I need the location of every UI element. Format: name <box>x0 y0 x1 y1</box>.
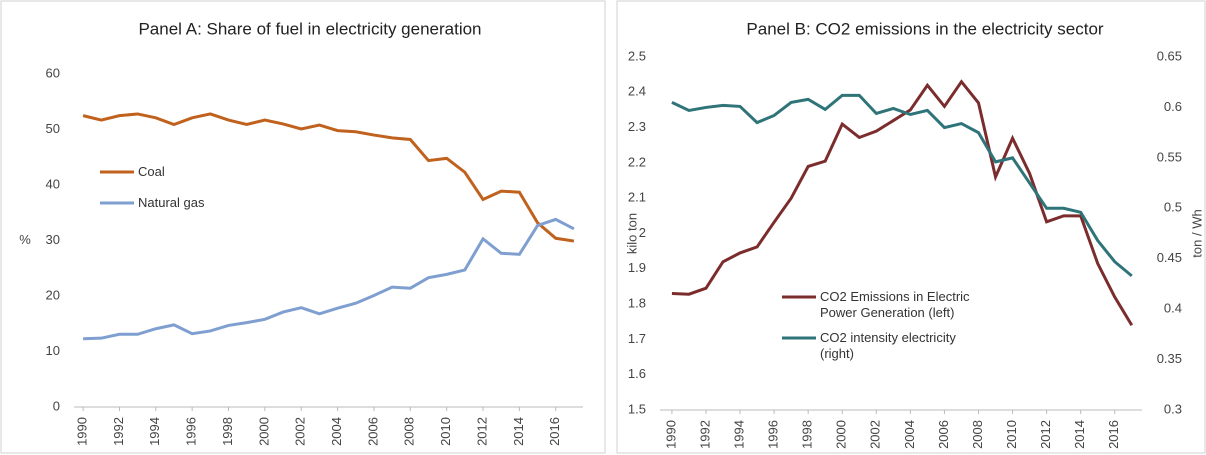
x-tick-label: 2010 <box>438 417 453 446</box>
y2-axis-label: ton / Wh <box>1189 209 1204 257</box>
y-tick-label: 10 <box>46 343 60 358</box>
x-tick-label: 2002 <box>868 420 883 449</box>
y-tick-label: 30 <box>46 232 60 247</box>
y-tick-label: 1.5 <box>628 401 646 416</box>
x-tick-label: 2014 <box>1072 420 1087 449</box>
series-line <box>671 79 1134 327</box>
x-tick-label: 2006 <box>936 420 951 449</box>
x-tick-label: 1992 <box>111 417 126 446</box>
y2-tick-label: 0.35 <box>1157 351 1182 366</box>
y-tick-label: 2.5 <box>628 48 646 63</box>
legend-label: Natural gas <box>138 195 205 210</box>
y2-tick-label: 0.4 <box>1164 301 1182 316</box>
y2-tick-label: 0.45 <box>1157 250 1182 265</box>
y-tick-label: 2.4 <box>628 84 646 99</box>
y-axis-label: kilo ton <box>624 213 639 254</box>
y-tick-label: 0 <box>53 398 60 413</box>
panel-border <box>0 0 606 454</box>
y-tick-label: 1.6 <box>628 366 646 381</box>
x-tick-label: 1992 <box>697 420 712 449</box>
y-tick-label: 2.1 <box>628 190 646 205</box>
x-tick-label: 1994 <box>731 420 746 449</box>
y2-tick-label: 0.6 <box>1164 99 1182 114</box>
x-tick-label: 1996 <box>766 420 781 449</box>
y-tick-label: 1.7 <box>628 331 646 346</box>
x-tick-label: 2012 <box>474 417 489 446</box>
x-tick-label: 2000 <box>834 420 849 449</box>
y-tick-label: 60 <box>46 65 60 80</box>
x-tick-label: 2004 <box>902 420 917 449</box>
y-tick-label: 50 <box>46 121 60 136</box>
x-tick-label: 2008 <box>402 417 417 446</box>
y-tick-label: 2 <box>639 225 646 240</box>
x-tick-label: 2016 <box>1106 420 1121 449</box>
legend-label: CO2 Emissions in Electric Power Generati… <box>820 289 970 320</box>
y-tick-label: 40 <box>46 176 60 191</box>
panel-border <box>616 0 1206 454</box>
y-tick-label: 20 <box>46 287 60 302</box>
chart-title: Panel B: CO2 emissions in the electricit… <box>746 19 1103 38</box>
chart-title: Panel A: Share of fuel in electricity ge… <box>138 19 481 38</box>
x-tick-label: 2012 <box>1038 420 1053 449</box>
x-tick-label: 2014 <box>511 417 526 446</box>
x-tick-label: 2004 <box>329 417 344 446</box>
x-tick-label: 1998 <box>220 417 235 446</box>
x-tick-label: 2016 <box>547 417 562 446</box>
series-line <box>82 112 575 243</box>
x-tick-label: 2000 <box>256 417 271 446</box>
y-tick-label: 1.9 <box>628 260 646 275</box>
y2-tick-label: 0.5 <box>1164 200 1182 215</box>
y-tick-label: 2.3 <box>628 119 646 134</box>
y-axis-label: % <box>19 232 31 247</box>
series-line <box>83 217 575 341</box>
x-tick-label: 1996 <box>184 417 199 446</box>
x-tick-label: 1990 <box>663 420 678 449</box>
y2-tick-label: 0.55 <box>1157 149 1182 164</box>
x-tick-label: 1994 <box>147 417 162 446</box>
x-tick-label: 2006 <box>365 417 380 446</box>
y2-tick-label: 0.65 <box>1157 48 1182 63</box>
legend-label: CO2 intensity electricity (right) <box>820 330 956 361</box>
x-tick-label: 2008 <box>970 420 985 449</box>
series-line <box>671 93 1133 278</box>
y-tick-label: 1.8 <box>628 296 646 311</box>
y2-tick-label: 0.3 <box>1164 401 1182 416</box>
legend-label: Coal <box>138 164 165 179</box>
x-tick-label: 1990 <box>75 417 90 446</box>
y-tick-label: 2.2 <box>628 154 646 169</box>
x-tick-label: 2010 <box>1004 420 1019 449</box>
x-tick-label: 2002 <box>293 417 308 446</box>
x-tick-label: 1998 <box>800 420 815 449</box>
